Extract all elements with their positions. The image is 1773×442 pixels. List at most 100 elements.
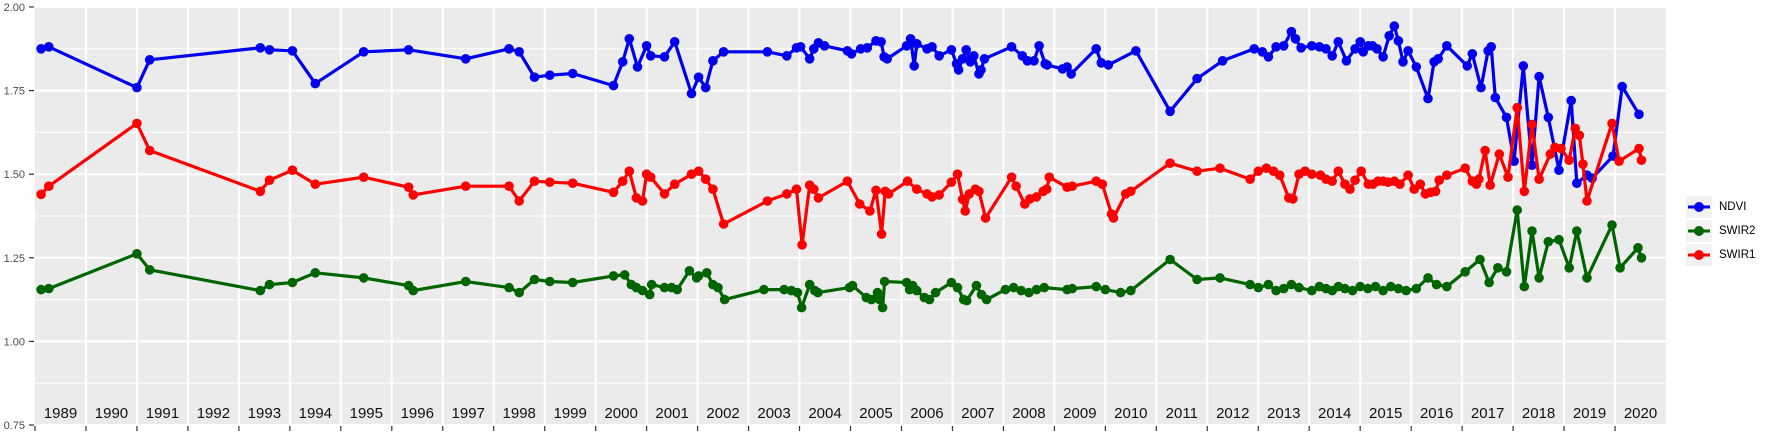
data-point <box>842 176 853 186</box>
data-point <box>1000 284 1011 295</box>
x-tick-label: 2016 <box>1420 405 1453 422</box>
data-point <box>693 271 704 281</box>
data-point <box>809 184 819 194</box>
data-point <box>946 177 957 187</box>
x-axis-ticks <box>34 426 1616 431</box>
x-tick-label: 1996 <box>401 405 434 422</box>
data-point <box>924 294 935 305</box>
data-point <box>902 176 913 186</box>
x-tick-label: 2003 <box>757 405 790 422</box>
data-point <box>264 279 275 290</box>
data-point <box>882 54 892 64</box>
data-point <box>608 80 619 91</box>
x-tick-label: 2002 <box>706 405 739 422</box>
data-point <box>693 166 704 176</box>
data-point <box>934 190 944 200</box>
data-point <box>1607 118 1617 129</box>
data-point <box>1527 119 1537 130</box>
data-point <box>1442 281 1452 292</box>
data-point <box>847 280 858 291</box>
data-point <box>408 285 419 296</box>
data-point <box>408 190 419 200</box>
data-point <box>545 276 555 287</box>
data-point <box>669 179 680 189</box>
legend-label-swir1: SWIR1 <box>1719 248 1756 261</box>
data-point <box>460 54 471 64</box>
data-point <box>1543 112 1554 123</box>
data-point <box>1192 166 1202 176</box>
data-point <box>976 65 986 75</box>
data-point <box>514 196 524 206</box>
data-point <box>1476 82 1486 93</box>
data-point <box>44 42 54 52</box>
data-point <box>144 265 155 275</box>
data-point <box>1333 166 1344 176</box>
data-point <box>1286 26 1297 37</box>
data-point <box>1545 149 1556 159</box>
data-point <box>358 172 369 182</box>
data-point <box>700 174 711 184</box>
data-point <box>567 178 578 188</box>
data-point <box>1039 282 1049 293</box>
data-point <box>912 285 922 296</box>
data-point <box>1165 106 1175 117</box>
data-point <box>1503 172 1513 182</box>
data-point <box>608 187 619 198</box>
data-point <box>1490 92 1501 103</box>
data-point <box>876 37 886 47</box>
data-point <box>1100 284 1111 295</box>
data-point <box>1131 46 1141 56</box>
data-point <box>1527 160 1537 170</box>
data-point <box>529 72 540 82</box>
data-point <box>813 193 824 203</box>
series-swir1 <box>36 102 1647 250</box>
data-point <box>1350 175 1360 185</box>
data-point <box>1633 243 1643 253</box>
data-point <box>953 65 964 75</box>
data-point <box>1363 283 1373 294</box>
x-tick-label: 2013 <box>1267 405 1300 422</box>
data-point <box>782 189 792 199</box>
data-point <box>1572 226 1582 236</box>
data-point <box>641 41 652 51</box>
data-point <box>1442 170 1452 180</box>
x-tick-label: 1992 <box>197 405 230 422</box>
data-point <box>1411 62 1422 72</box>
y-tick-label: 1.75 <box>4 86 25 98</box>
data-point <box>1572 178 1582 188</box>
data-point <box>1042 60 1052 70</box>
data-point <box>1271 285 1281 296</box>
data-point <box>1401 285 1411 296</box>
data-point <box>1512 205 1522 215</box>
data-point <box>795 42 806 52</box>
data-point <box>1115 287 1126 298</box>
data-point <box>132 249 142 259</box>
data-point <box>659 189 670 199</box>
data-point <box>1554 234 1564 245</box>
x-tick-label: 2015 <box>1369 405 1402 422</box>
data-point <box>969 51 979 61</box>
data-point <box>877 302 888 313</box>
y-tick-label: 2.00 <box>4 2 25 14</box>
data-point <box>1570 123 1581 134</box>
data-point <box>708 56 718 66</box>
x-tick-label: 1995 <box>350 405 383 422</box>
legend: NDVI SWIR2 SWIR1 <box>1686 195 1755 267</box>
x-tick-label: 1999 <box>553 405 586 422</box>
data-point <box>797 240 807 250</box>
x-tick-label: 2012 <box>1216 405 1249 422</box>
data-point <box>960 206 970 216</box>
data-point <box>952 169 963 179</box>
data-point <box>865 206 875 216</box>
data-point <box>874 294 885 305</box>
data-point <box>1518 61 1529 71</box>
data-point <box>1574 130 1585 141</box>
data-point <box>1393 36 1404 46</box>
data-point <box>912 184 922 194</box>
data-point <box>1321 44 1331 54</box>
data-point <box>1634 143 1644 154</box>
data-point <box>883 189 894 199</box>
data-point <box>1062 62 1072 72</box>
data-point <box>1031 284 1042 295</box>
data-point <box>1350 44 1360 54</box>
